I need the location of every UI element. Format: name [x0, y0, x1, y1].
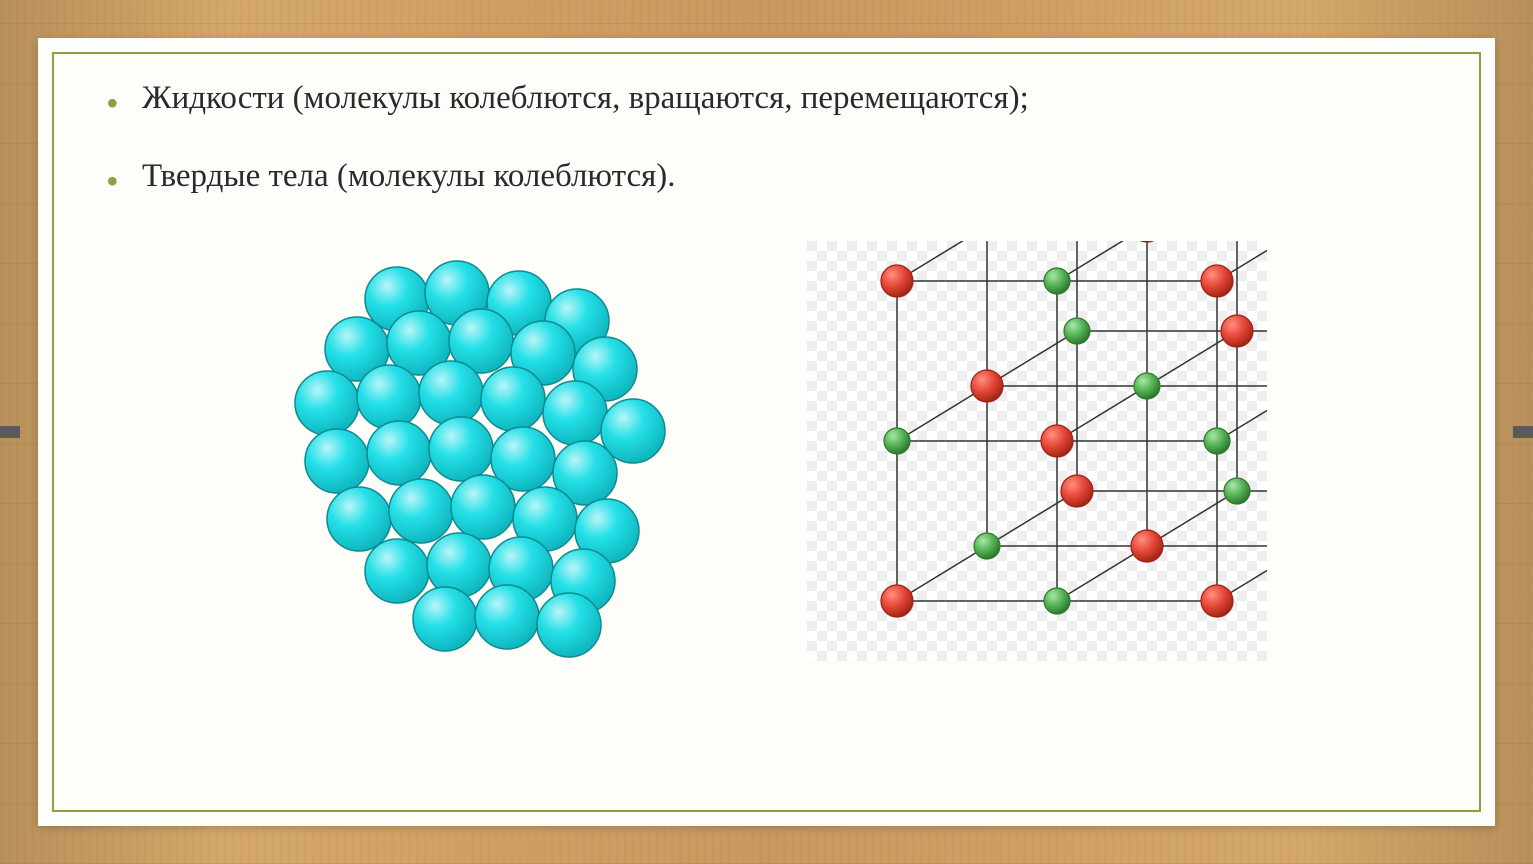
slide-edge-marker-right — [1513, 426, 1533, 438]
bullet-item-solids: Твердые тела (молекулы колеблются). — [114, 152, 1449, 202]
liquid-molecules-diagram — [267, 241, 687, 661]
bullet-item-liquids: Жидкости (молекулы колеблются, вращаются… — [114, 74, 1449, 124]
bullet-list: Жидкости (молекулы колеблются, вращаются… — [84, 74, 1449, 201]
slide-edge-marker-left — [0, 426, 20, 438]
crystal-lattice-diagram — [807, 241, 1267, 661]
